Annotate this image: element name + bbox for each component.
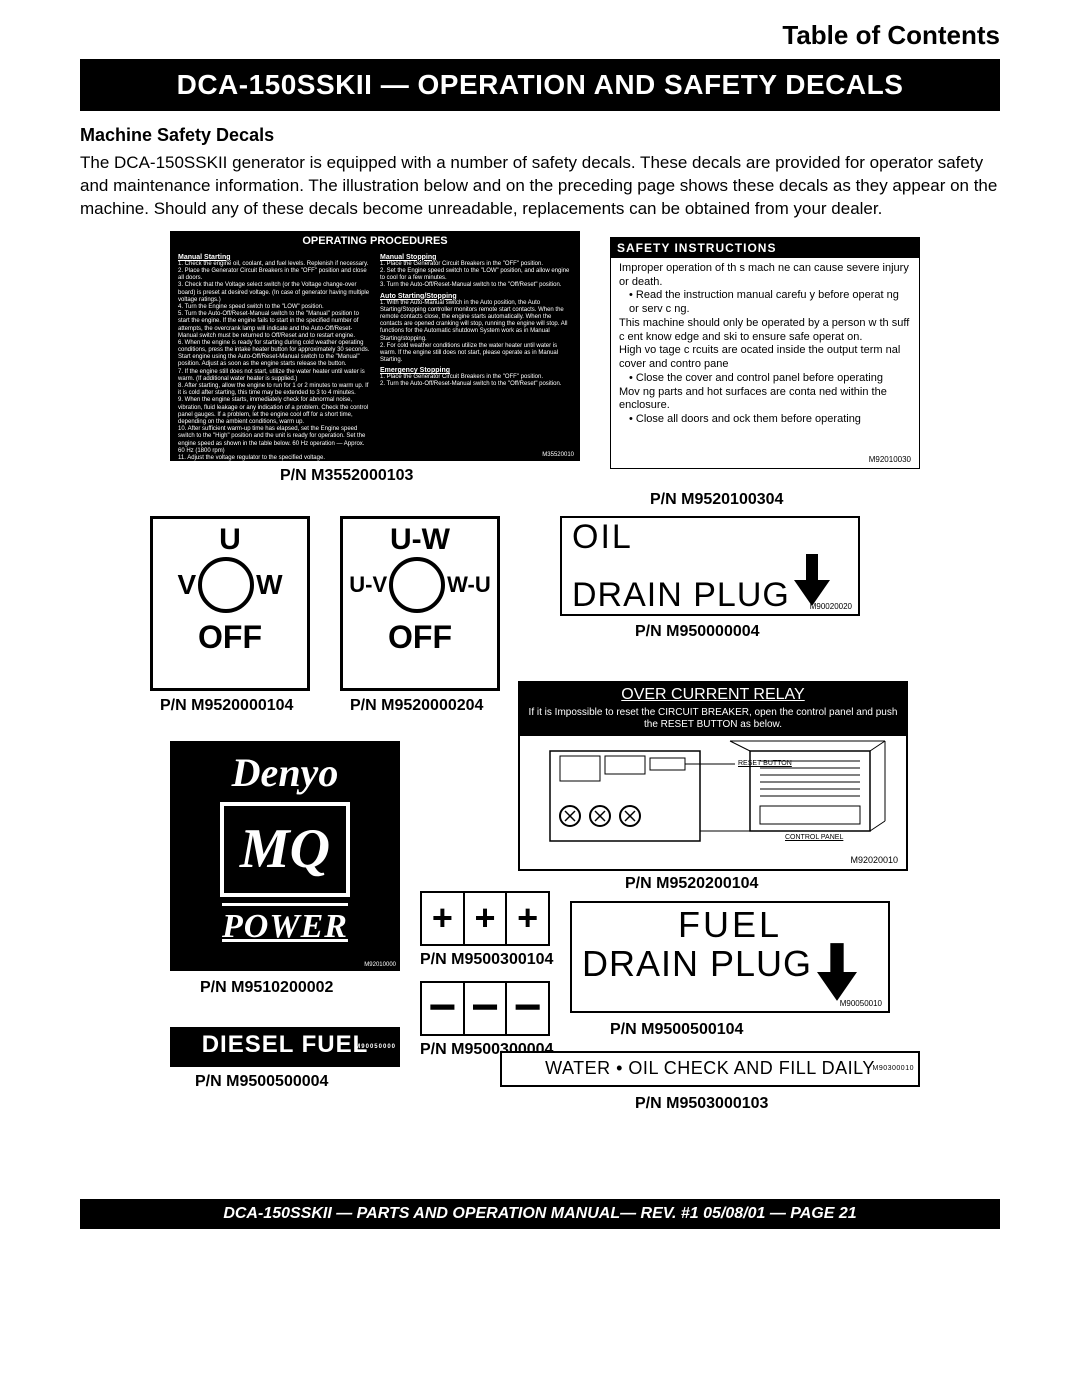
diesel-text: DIESEL FUEL <box>202 1031 369 1058</box>
pn-op-proc: P/N M3552000103 <box>280 467 413 485</box>
decal-battery-minus: − − − <box>420 981 550 1036</box>
pn-water-oil: P/N M9503000103 <box>635 1095 768 1113</box>
rotary-circle-icon <box>198 557 254 613</box>
water-oil-text: WATER • OIL CHECK AND FILL DAILY <box>545 1058 875 1078</box>
denyo-pn-inner: M92010000 <box>364 962 396 968</box>
ocr-pn-inner: M92020010 <box>850 855 898 865</box>
rotary-left-v: V <box>177 569 196 601</box>
minus-icon: − <box>507 983 548 1034</box>
pn-rotary-right: P/N M9520000204 <box>350 697 483 715</box>
fuel-drain-pn-inner: M90050010 <box>840 999 882 1008</box>
decal-fuel-drain-plug: FUEL DRAIN PLUG M90050010 <box>570 901 890 1013</box>
safety-instr-pn-inner: M92010030 <box>869 455 911 464</box>
pn-fuel-drain: P/N M9500500104 <box>610 1021 743 1039</box>
minus-icon: − <box>465 983 508 1034</box>
pn-ocr: P/N M9520200104 <box>625 875 758 893</box>
rotary-left-top: U <box>153 523 307 557</box>
plus-icon: + <box>422 893 465 944</box>
water-oil-pn-inner: M90300010 <box>873 1054 914 1084</box>
pn-denyo: P/N M9510200002 <box>200 979 333 997</box>
rotary-right-top: U-W <box>343 523 497 557</box>
decal-battery-plus: + + + <box>420 891 550 946</box>
toc-link[interactable]: Table of Contents <box>80 20 1000 51</box>
rotary-right-wu: W-U <box>447 572 491 598</box>
denyo-mq-box: MQ <box>220 802 350 897</box>
pn-bat-plus: P/N M9500300104 <box>420 951 553 969</box>
decal-area: OPERATING PROCEDURES Manual Starting 1. … <box>80 231 1000 1181</box>
pn-rotary-left: P/N M9520000104 <box>160 697 293 715</box>
op-proc-r3-heading: Emergency Stopping <box>380 367 572 374</box>
decal-denyo-mq-power: Denyo MQ POWER M92010000 <box>170 741 400 971</box>
decal-safety-instructions: SAFETY INSTRUCTIONS Improper operation o… <box>610 237 920 469</box>
op-proc-left-col: Manual Starting 1. Check the engine oil,… <box>178 251 370 462</box>
down-arrow-icon <box>817 943 857 1001</box>
decal-rotary-uw: U-W U-V W-U OFF <box>340 516 500 691</box>
ocr-hdr: OVER CURRENT RELAY <box>520 683 906 707</box>
decal-diesel-fuel: DIESEL FUEL M90050000 <box>170 1027 400 1067</box>
decal-rotary-uvw: U V W OFF <box>150 516 310 691</box>
ocr-diagram: RESET BUTTON CONTROL PANEL <box>520 736 906 856</box>
body-text: The DCA-150SSKII generator is equipped w… <box>80 152 1000 221</box>
section-heading: Machine Safety Decals <box>80 125 1000 146</box>
pn-safety-instr: P/N M9520100304 <box>650 491 783 509</box>
op-proc-left-heading: Manual Starting <box>178 254 370 261</box>
op-proc-right-col: Manual Stopping 1. Place the Generator C… <box>380 251 572 462</box>
rotary-left-w: W <box>256 569 282 601</box>
op-proc-r2-heading: Auto Starting/Stopping <box>380 293 572 300</box>
oil-drain-line1: OIL <box>572 520 848 554</box>
footer-bar: DCA-150SSKII — PARTS AND OPERATION MANUA… <box>80 1199 1000 1229</box>
rotary-right-off: OFF <box>343 619 497 656</box>
ocr-label-reset: RESET BUTTON <box>738 760 792 767</box>
minus-icon: − <box>422 983 465 1034</box>
pn-diesel: P/N M9500500004 <box>195 1073 328 1091</box>
fuel-drain-line1: FUEL <box>582 907 878 943</box>
decal-water-oil-check: WATER • OIL CHECK AND FILL DAILY M903000… <box>500 1051 920 1087</box>
op-proc-r1-heading: Manual Stopping <box>380 254 572 261</box>
plus-icon: + <box>465 893 508 944</box>
rotary-left-off: OFF <box>153 619 307 656</box>
ocr-label-panel: CONTROL PANEL <box>785 834 843 841</box>
plus-icon: + <box>507 893 548 944</box>
denyo-power: POWER <box>222 903 348 946</box>
oil-drain-pn-inner: M90020020 <box>810 602 852 611</box>
decal-oil-drain-plug: OIL DRAIN PLUG M90020020 <box>560 516 860 616</box>
op-proc-pn-inner: M35520010 <box>542 452 574 458</box>
diesel-pn-inner: M90050000 <box>355 1029 396 1065</box>
op-proc-title: OPERATING PROCEDURES <box>178 235 572 247</box>
ocr-sub: If it is Impossible to reset the CIRCUIT… <box>520 707 906 736</box>
pn-oil-drain: P/N M950000004 <box>635 623 760 641</box>
safety-instr-body: Improper operation of th s mach ne can c… <box>611 258 919 431</box>
fuel-drain-line2: DRAIN PLUG <box>582 943 812 984</box>
denyo-brand: Denyo <box>170 749 400 796</box>
rotary-circle-icon <box>389 557 445 613</box>
page-title-bar: DCA-150SSKII — OPERATION AND SAFETY DECA… <box>80 59 1000 111</box>
safety-instr-hdr: SAFETY INSTRUCTIONS <box>611 238 919 258</box>
decal-operating-procedures: OPERATING PROCEDURES Manual Starting 1. … <box>170 231 580 461</box>
rotary-right-uv: U-V <box>349 572 387 598</box>
down-arrow-icon <box>794 554 830 606</box>
oil-drain-line2: DRAIN PLUG <box>572 576 790 614</box>
decal-over-current-relay: OVER CURRENT RELAY If it is Impossible t… <box>518 681 908 871</box>
